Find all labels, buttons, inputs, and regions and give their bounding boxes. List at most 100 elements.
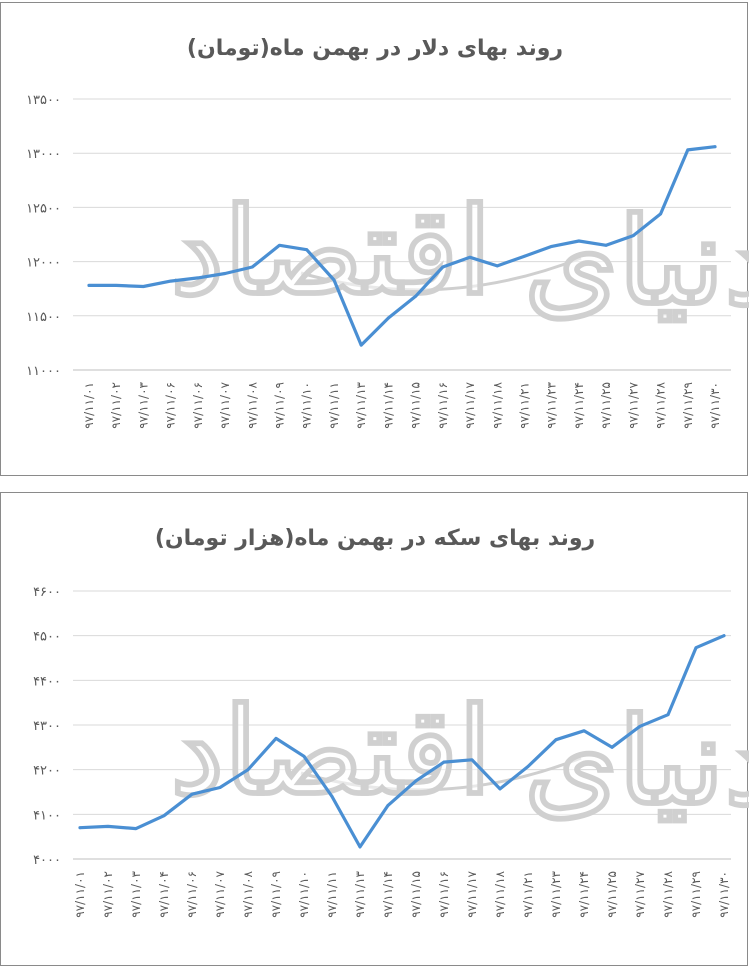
coin-data-point bbox=[330, 795, 334, 798]
coin-x-tick-label: ۹۷/۱۱/۲۳ bbox=[549, 870, 563, 917]
coin-x-tick-label: ۹۷/۱۱/۲۵ bbox=[605, 871, 619, 918]
coin-y-tick-label: ۴۴۰۰ bbox=[33, 674, 61, 689]
dollar-x-tick-label: ۹۷/۱۱/۲۴ bbox=[572, 382, 586, 429]
coin-x-tick-label: ۹۷/۱۱/۱۳ bbox=[353, 870, 367, 917]
coin-data-point bbox=[386, 804, 390, 807]
coin-x-tick-label: ۹۷/۱۱/۲۱ bbox=[521, 871, 535, 918]
coin-x-tick-label: ۹۷/۱۱/۰۴ bbox=[157, 871, 171, 918]
dollar-data-point bbox=[250, 265, 254, 269]
coin-x-tick-label: ۹۷/۱۱/۱۰ bbox=[297, 871, 311, 918]
dollar-data-point bbox=[359, 343, 363, 347]
watermark-logo-icon: اقتصاددنیای bbox=[170, 680, 749, 833]
dollar-x-tick-label: ۹۷/۱۱/۰۶ bbox=[191, 382, 205, 429]
coin-data-point bbox=[638, 724, 642, 728]
watermark-logo-icon: اقتصاددنیای bbox=[170, 180, 749, 333]
dollar-chart: روند بهای دلار در بهمن ماه(تومان) ۱۱۰۰۰ ۱۱… bbox=[26, 36, 749, 429]
dollar-data-point bbox=[441, 265, 445, 269]
coin-data-point bbox=[582, 729, 586, 733]
coin-chart: روند بهای سکه در بهمن ماه(هزار تومان) ۴۰۰… bbox=[33, 526, 749, 918]
watermark-text: اقتصاد bbox=[171, 181, 492, 322]
dollar-data-point bbox=[468, 255, 472, 259]
coin-data-point bbox=[190, 792, 194, 796]
coin-data-point bbox=[554, 738, 558, 742]
coin-data-point bbox=[610, 745, 614, 749]
dollar-x-tick-label: ۹۷/۱۱/۱۴ bbox=[381, 382, 395, 429]
dollar-x-tick-label: ۹۷/۱۱/۰۹ bbox=[273, 382, 287, 429]
dollar-x-tick-label: ۹۷/۱۱/۰۲ bbox=[109, 382, 123, 429]
dollar-x-tick-label: ۹۷/۱۱/۱۷ bbox=[463, 381, 477, 428]
dollar-data-point bbox=[114, 284, 118, 287]
coin-series-line bbox=[78, 634, 726, 849]
dollar-data-point bbox=[686, 148, 690, 152]
dollar-x-tick-label: ۹۷/۱۱/۲۹ bbox=[681, 382, 695, 429]
coin-x-tick-label: ۹۷/۱۱/۲۸ bbox=[661, 870, 675, 917]
coin-data-point bbox=[666, 713, 670, 717]
dollar-x-tick-label: ۹۷/۱۱/۲۳ bbox=[545, 381, 559, 428]
dollar-data-point bbox=[550, 245, 554, 248]
watermark-swoosh bbox=[300, 256, 582, 292]
coin-data-point bbox=[246, 768, 250, 772]
coin-data-point bbox=[470, 758, 474, 762]
coin-x-tick-label: ۹۷/۱۱/۲۷ bbox=[633, 870, 647, 917]
coin-data-point bbox=[162, 814, 166, 818]
coin-data-point bbox=[218, 786, 222, 789]
coin-x-tick-label: ۹۷/۱۱/۳۰ bbox=[717, 871, 731, 918]
coin-y-tick-label: ۴۲۰۰ bbox=[33, 764, 61, 779]
dollar-data-point bbox=[142, 285, 145, 288]
dollar-data-point bbox=[87, 284, 91, 287]
dollar-y-tick-label: ۱۲۰۰۰ bbox=[26, 256, 61, 271]
coin-x-tick-label: ۹۷/۱۱/۲۴ bbox=[577, 871, 591, 918]
coin-x-tick-label: ۹۷/۱۱/۰۷ bbox=[213, 870, 227, 917]
dollar-x-tick-label: ۹۷/۱۱/۲۷ bbox=[626, 381, 640, 428]
coin-data-point bbox=[274, 737, 278, 740]
dollar-data-point bbox=[414, 294, 418, 298]
coin-y-tick-label: ۴۰۰۰ bbox=[33, 853, 61, 868]
dollar-data-point bbox=[713, 145, 717, 149]
coin-chart-title: روند بهای سکه در بهمن ماه(هزار تومان) bbox=[155, 526, 595, 551]
coin-x-tick-label: ۹۷/۱۱/۰۱ bbox=[73, 871, 87, 918]
coin-data-point bbox=[442, 760, 446, 764]
dollar-x-tick-label: ۹۷/۱۱/۱۵ bbox=[409, 382, 423, 429]
coin-y-tick-label: ۴۶۰۰ bbox=[33, 585, 61, 600]
dollar-chart-title: روند بهای دلار در بهمن ماه(تومان) bbox=[187, 36, 563, 61]
dollar-data-point bbox=[495, 264, 499, 268]
dollar-x-tick-label: ۹۷/۱۱/۲۵ bbox=[599, 382, 613, 429]
coin-data-point bbox=[414, 779, 418, 783]
dollar-y-tick-label: ۱۳۵۰۰ bbox=[26, 93, 61, 108]
dollar-data-point bbox=[169, 279, 173, 283]
coin-y-tick-label: ۴۵۰۰ bbox=[33, 630, 61, 645]
dollar-data-point bbox=[223, 272, 227, 275]
coin-x-tick-label: ۹۷/۱۱/۱۱ bbox=[325, 871, 339, 918]
dollar-data-point bbox=[631, 234, 635, 237]
watermark-text: اقتصاد bbox=[171, 681, 492, 822]
dollar-y-tick-label: ۱۳۰۰۰ bbox=[26, 147, 61, 162]
dollar-data-point bbox=[196, 276, 200, 280]
coin-data-point bbox=[106, 824, 110, 828]
coin-x-tick-label: ۹۷/۱۱/۲۹ bbox=[689, 871, 703, 918]
coin-x-tick-label: ۹۷/۱۱/۱۴ bbox=[381, 871, 395, 918]
dollar-x-tick-label: ۹۷/۱۱/۱۱ bbox=[327, 382, 341, 429]
dollar-x-tick-label: ۹۷/۱۱/۲۱ bbox=[517, 382, 531, 429]
coin-chart-panel: روند بهای سکه در بهمن ماه(هزار تومان) ۴۰۰… bbox=[0, 492, 749, 966]
dollar-data-point bbox=[604, 243, 608, 247]
dollar-x-tick-label: ۹۷/۱۱/۰۶ bbox=[164, 382, 178, 429]
dollar-y-tick-label: ۱۲۵۰۰ bbox=[26, 201, 61, 216]
coin-x-tick-label: ۹۷/۱۱/۰۹ bbox=[269, 871, 283, 918]
coin-x-tick-label: ۹۷/۱۱/۱۷ bbox=[465, 870, 479, 917]
dollar-data-point bbox=[659, 212, 662, 216]
dollar-chart-panel: روند بهای دلار در بهمن ماه(تومان) ۱۱۰۰۰ ۱۱… bbox=[0, 2, 749, 476]
dollar-data-point bbox=[332, 278, 336, 282]
coin-x-tick-label: ۹۷/۱۱/۰۸ bbox=[241, 870, 255, 917]
watermark-swoosh bbox=[300, 756, 582, 792]
dollar-x-tick-label: ۹۷/۱۱/۱۰ bbox=[300, 382, 314, 429]
dollar-x-tick-label: ۹۷/۱۱/۲۸ bbox=[654, 381, 668, 428]
coin-data-point bbox=[526, 765, 530, 768]
coin-data-point bbox=[302, 754, 306, 758]
coin-x-tick-label: ۹۷/۱۱/۰۲ bbox=[101, 871, 115, 918]
coin-y-tick-label: ۴۱۰۰ bbox=[33, 808, 61, 823]
dollar-data-point bbox=[305, 248, 309, 252]
dollar-x-tick-label: ۹۷/۱۱/۰۳ bbox=[136, 381, 150, 428]
dollar-x-tick-label: ۹۷/۱۱/۱۸ bbox=[490, 381, 504, 428]
